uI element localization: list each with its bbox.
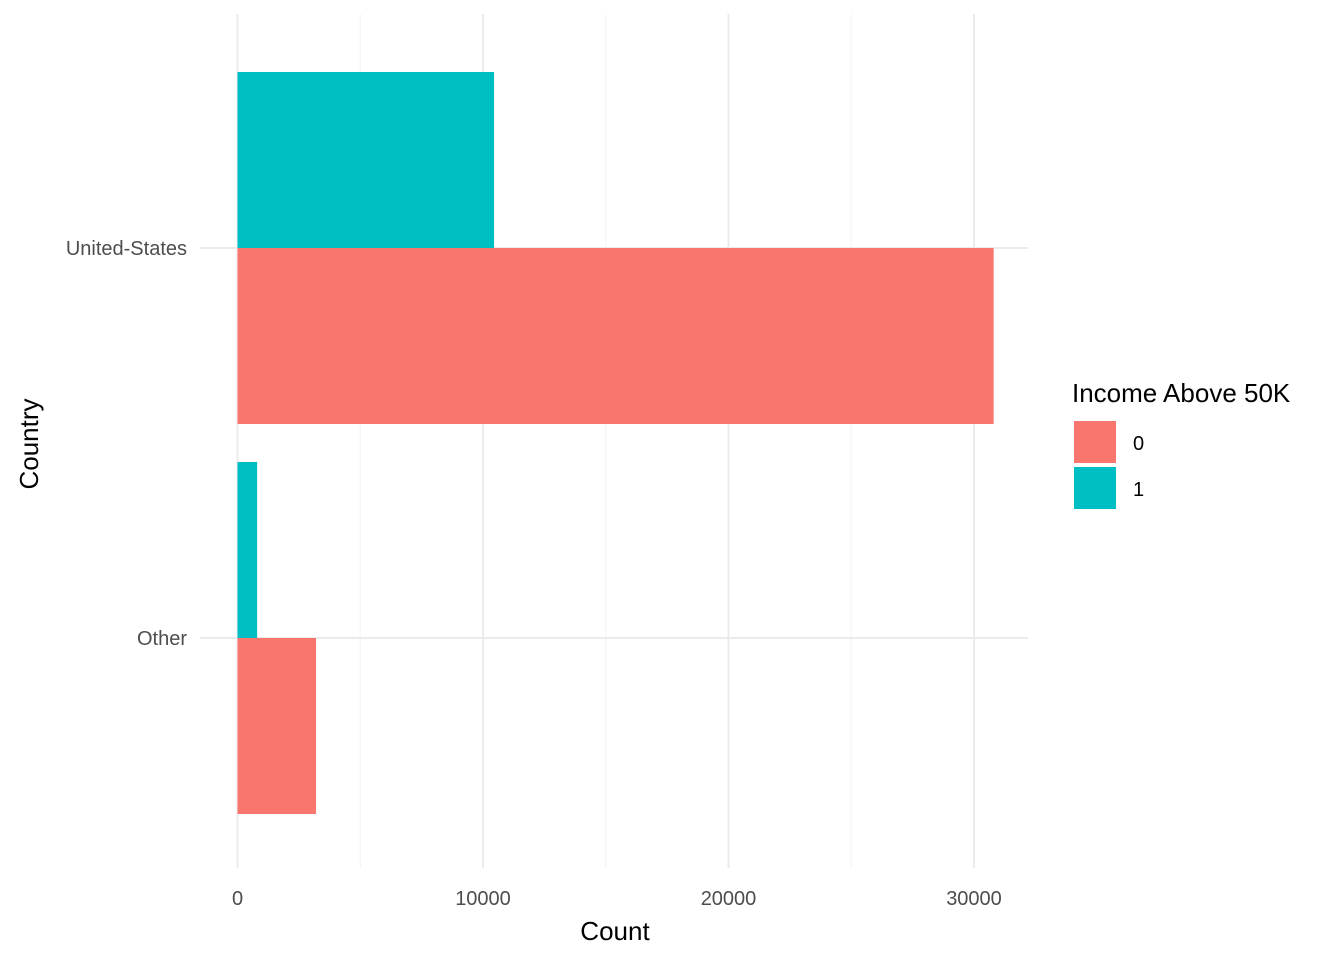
bar-united-states-series-1 [237, 72, 495, 248]
bar-united-states-series-0 [237, 248, 994, 424]
legend: Income Above 50K 01 [1072, 378, 1291, 509]
y-tick-label: Other [137, 628, 187, 650]
bar-other-series-0 [237, 638, 317, 814]
x-tick-label: 30000 [946, 888, 1002, 910]
legend-key-1 [1074, 467, 1116, 509]
legend-title: Income Above 50K [1072, 378, 1291, 408]
legend-label-0: 0 [1133, 433, 1144, 455]
x-axis-title: Count [580, 916, 650, 946]
legend-label-1: 1 [1133, 479, 1144, 501]
bars-group [237, 72, 994, 814]
x-axis-ticks: 0 10000 20000 30000 [232, 888, 1002, 910]
legend-key-0 [1074, 421, 1116, 463]
bar-other-series-1 [237, 462, 258, 638]
legend-items: 01 [1074, 421, 1144, 509]
y-axis-title: Country [14, 398, 44, 489]
x-tick-label: 20000 [701, 888, 757, 910]
y-tick-label: United-States [66, 238, 187, 260]
x-tick-label: 10000 [455, 888, 511, 910]
y-axis-ticks: Other United-States [66, 238, 188, 650]
x-tick-label: 0 [232, 888, 243, 910]
